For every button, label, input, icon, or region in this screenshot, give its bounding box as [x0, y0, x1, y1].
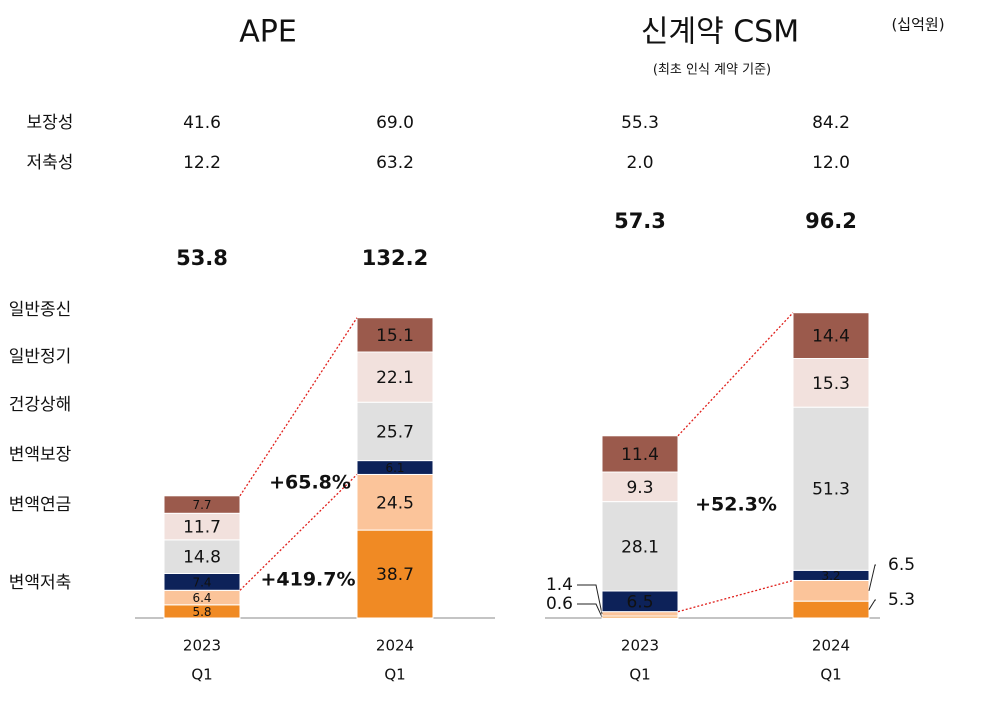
chart-title: APE [239, 15, 297, 50]
x-tick-label: 2024 [812, 637, 850, 655]
data-label: 22.1 [376, 368, 414, 388]
table-value: 12.2 [183, 153, 221, 173]
data-label: 1.4 [546, 575, 573, 595]
table-value: 41.6 [183, 113, 221, 133]
x-tick-label: 2024 [376, 637, 414, 655]
growth-annotation: +419.7% [260, 569, 355, 591]
legend-label: 변액저축 [9, 573, 72, 593]
legend-label: 일반정기 [9, 347, 72, 367]
x-tick-sublabel: Q1 [820, 666, 841, 684]
data-label: 24.5 [376, 493, 414, 513]
data-label: 7.4 [192, 575, 211, 589]
data-label: 15.3 [812, 374, 850, 394]
bar-segment [163, 495, 241, 514]
data-label: 14.4 [812, 327, 850, 347]
bar-segment [792, 358, 870, 408]
legend-label: 변액보장 [9, 445, 72, 465]
total-label: 132.2 [362, 246, 428, 270]
leader-line [577, 603, 603, 618]
x-tick-sublabel: Q1 [191, 666, 212, 684]
total-label: 53.8 [176, 246, 228, 270]
table-value: 2.0 [626, 153, 653, 173]
data-label: 51.3 [812, 480, 850, 500]
data-label: 6.5 [888, 555, 915, 575]
data-label: 0.6 [546, 594, 573, 614]
row-label: 보장성 [27, 113, 74, 133]
x-tick-label: 2023 [621, 637, 659, 655]
bar-segment [356, 317, 434, 353]
bar-segment [792, 406, 870, 571]
data-label: 6.4 [192, 591, 211, 605]
bar-segment [356, 473, 434, 531]
data-label: 3.2 [821, 569, 840, 583]
bar-segment [792, 600, 870, 619]
data-label: 6.1 [385, 461, 404, 475]
data-label: 6.5 [626, 592, 653, 612]
data-label: 9.3 [626, 478, 653, 498]
data-label: 5.8 [192, 605, 211, 619]
data-label: 7.7 [192, 498, 211, 512]
bar-segment [356, 529, 434, 619]
data-label: 25.7 [376, 422, 414, 442]
leader-line [577, 584, 603, 614]
connector-line [239, 473, 358, 591]
data-label: 28.1 [621, 537, 659, 557]
legend-label: 일반종신 [9, 300, 72, 320]
data-label: 11.7 [183, 518, 221, 538]
chart-subtitle: (최초 인식 계약 기준) [653, 63, 771, 78]
bar-segment [601, 435, 679, 473]
connector-line [239, 317, 358, 497]
data-label: 15.1 [376, 326, 414, 346]
bar-segment [356, 351, 434, 403]
growth-annotation: +65.8% [269, 472, 351, 494]
data-label: 11.4 [621, 445, 659, 465]
total-label: 96.2 [805, 209, 857, 233]
chart-title: 신계약 CSM [641, 15, 799, 50]
table-value: 69.0 [376, 113, 414, 133]
table-value: 84.2 [812, 113, 850, 133]
leader-line [868, 599, 876, 610]
total-label: 57.3 [614, 209, 666, 233]
bar-segment [356, 401, 434, 462]
row-label: 저축성 [27, 153, 74, 173]
growth-annotation: +52.3% [695, 494, 777, 516]
connector-line [677, 312, 794, 437]
legend-label: 건강상해 [9, 395, 72, 415]
legend-label: 변액연금 [9, 495, 72, 515]
table-value: 63.2 [376, 153, 414, 173]
table-value: 12.0 [812, 153, 850, 173]
data-label: 38.7 [376, 565, 414, 585]
leader-line [868, 564, 876, 591]
bar-segment [601, 501, 679, 592]
x-tick-sublabel: Q1 [384, 666, 405, 684]
unit-label: (십억원) [891, 16, 944, 34]
x-tick-label: 2023 [183, 637, 221, 655]
data-label: 14.8 [183, 548, 221, 568]
bar-segment [792, 312, 870, 360]
table-value: 55.3 [621, 113, 659, 133]
connector-line [677, 579, 794, 613]
bar-segment [792, 579, 870, 602]
data-label: 5.3 [888, 590, 915, 610]
x-tick-sublabel: Q1 [629, 666, 650, 684]
